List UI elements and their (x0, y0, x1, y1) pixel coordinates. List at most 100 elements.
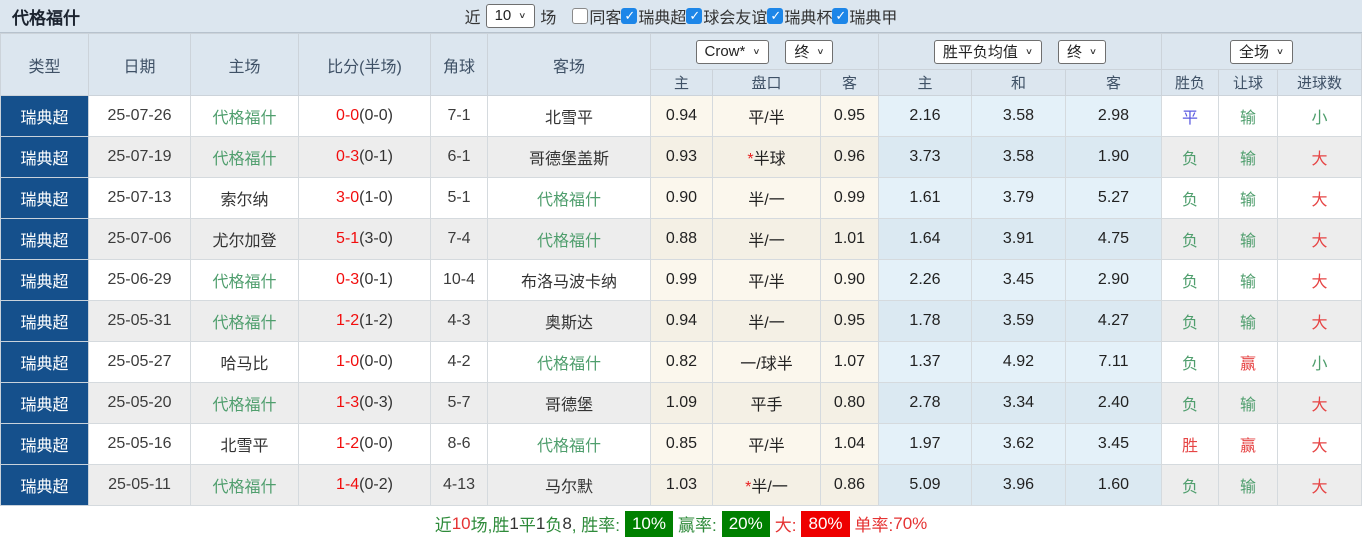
score-cell: 1-0(0-0) (298, 341, 431, 383)
league-type-cell[interactable]: 瑞典超 (0, 341, 89, 383)
asian-handicap-cell: 半/一 (712, 177, 821, 219)
goals-result-cell: 大 (1277, 382, 1362, 424)
handicap-text: 半/一 (748, 315, 785, 332)
home-team-cell[interactable]: 北雪平 (190, 423, 299, 465)
filter-checkbox-瑞典超[interactable]: 瑞典超 (621, 4, 686, 28)
summary-segment: 1 (509, 513, 519, 533)
home-team-cell[interactable]: 代格福什 (190, 259, 299, 301)
away-team-cell[interactable]: 代格福什 (487, 423, 651, 465)
chevron-down-icon: ∨ (518, 11, 527, 21)
filter-checkbox-同客[interactable]: 同客 (572, 4, 621, 28)
col-header-goals: 进球数 (1277, 69, 1362, 96)
home-team-cell[interactable]: 代格福什 (190, 95, 299, 137)
league-type-cell[interactable]: 瑞典超 (0, 423, 89, 465)
checkbox-checked-icon[interactable] (686, 7, 703, 24)
col-header-result: 胜负 (1161, 69, 1219, 96)
euro-draw-odds-cell: 3.58 (971, 136, 1066, 178)
checkbox-label: 瑞典杯 (784, 9, 833, 27)
away-team-cell[interactable]: 奥斯达 (487, 300, 651, 342)
home-team-cell[interactable]: 哈马比 (190, 341, 299, 383)
away-team-cell[interactable]: 哥德堡 (487, 382, 651, 424)
league-type-cell[interactable]: 瑞典超 (0, 464, 89, 506)
euro-away-odds-cell: 4.27 (1065, 300, 1162, 342)
away-team-cell[interactable]: 布洛马波卡纳 (487, 259, 651, 301)
away-team-cell[interactable]: 哥德堡盖斯 (487, 136, 651, 178)
halftime-score: (0-1) (359, 271, 393, 288)
handicap-star-marker: * (745, 479, 752, 496)
checkbox-checked-icon[interactable] (621, 7, 638, 24)
filter-checkbox-瑞典甲[interactable]: 瑞典甲 (832, 4, 897, 28)
euro-home-odds-cell: 2.78 (878, 382, 972, 424)
bookmaker-stage-select[interactable]: 终 ∨ (785, 39, 834, 64)
bookmaker-select[interactable]: Crow* ∨ (695, 39, 770, 64)
col-header-type: 类型 (0, 33, 89, 96)
home-team-cell[interactable]: 索尔纳 (190, 177, 299, 219)
chevron-down-icon: ∨ (1275, 46, 1285, 56)
away-team-cell[interactable]: 马尔默 (487, 464, 651, 506)
scope-select[interactable]: 全场 ∨ (1229, 39, 1294, 64)
handicap-text: 平手 (750, 397, 783, 414)
table-row: 瑞典超 25-07-19 代格福什 0-3(0-1) 6-1 哥德堡盖斯 0.9… (0, 136, 1362, 178)
league-filter-checkboxes: 同客瑞典超球会友谊瑞典杯瑞典甲 (572, 4, 897, 29)
euro-home-odds-cell: 1.61 (878, 177, 972, 219)
euro-source-select[interactable]: 胜平负均值 ∨ (933, 39, 1042, 64)
goals-result-cell: 大 (1277, 423, 1362, 465)
euro-draw-odds-cell: 3.91 (971, 218, 1066, 260)
col-header-euro-home: 主 (878, 69, 972, 96)
table-row: 瑞典超 25-06-29 代格福什 0-3(0-1) 10-4 布洛马波卡纳 0… (0, 259, 1362, 301)
asian-away-odds-cell: 1.07 (820, 341, 879, 383)
league-type-cell[interactable]: 瑞典超 (0, 95, 89, 137)
table-row: 瑞典超 25-05-31 代格福什 1-2(1-2) 4-3 奥斯达 0.94 … (0, 300, 1362, 342)
home-team-cell[interactable]: 代格福什 (190, 300, 299, 342)
handicap-text: 平/半 (748, 438, 785, 455)
corner-cell: 7-4 (430, 218, 488, 260)
result-cell: 负 (1161, 136, 1219, 178)
euro-away-odds-cell: 2.98 (1065, 95, 1162, 137)
date-cell: 25-05-11 (88, 464, 191, 506)
away-team-cell[interactable]: 代格福什 (487, 218, 651, 260)
filter-checkbox-球会友谊[interactable]: 球会友谊 (686, 4, 767, 28)
asian-handicap-cell: 一/球半 (712, 341, 821, 383)
euro-draw-odds-cell: 3.34 (971, 382, 1066, 424)
euro-away-odds-cell: 1.60 (1065, 464, 1162, 506)
fulltime-score: 5-1 (336, 230, 360, 247)
home-team-cell[interactable]: 代格福什 (190, 464, 299, 506)
asian-away-odds-cell: 0.90 (820, 259, 879, 301)
league-type-cell[interactable]: 瑞典超 (0, 259, 89, 301)
col-header-asian-away: 客 (820, 69, 879, 96)
euro-home-odds-cell: 1.78 (878, 300, 972, 342)
euro-draw-odds-cell: 3.58 (971, 95, 1066, 137)
league-type-cell[interactable]: 瑞典超 (0, 218, 89, 260)
checkbox-checked-icon[interactable] (767, 7, 784, 24)
score-cell: 1-3(0-3) (298, 382, 431, 424)
euro-stage-select[interactable]: 终 ∨ (1058, 39, 1107, 64)
euro-away-odds-cell: 2.90 (1065, 259, 1162, 301)
score-cell: 0-3(0-1) (298, 259, 431, 301)
away-team-cell[interactable]: 代格福什 (487, 341, 651, 383)
handicap-star-marker: * (747, 151, 754, 168)
asian-handicap-cell: 半/一 (712, 300, 821, 342)
home-team-cell[interactable]: 尤尔加登 (190, 218, 299, 260)
filter-checkbox-瑞典杯[interactable]: 瑞典杯 (767, 4, 832, 28)
league-type-cell[interactable]: 瑞典超 (0, 382, 89, 424)
summary-segment: 负 (545, 516, 563, 535)
home-team-cell[interactable]: 代格福什 (190, 382, 299, 424)
away-team-cell[interactable]: 北雪平 (487, 95, 651, 137)
league-type-cell[interactable]: 瑞典超 (0, 136, 89, 178)
handicap-result-cell: 赢 (1218, 341, 1278, 383)
checkbox-label: 同客 (589, 9, 622, 27)
handicap-text: 一/球半 (740, 356, 793, 373)
league-type-cell[interactable]: 瑞典超 (0, 300, 89, 342)
checkbox-checked-icon[interactable] (832, 7, 849, 24)
home-team-cell[interactable]: 代格福什 (190, 136, 299, 178)
table-row: 瑞典超 25-05-20 代格福什 1-3(0-3) 5-7 哥德堡 1.09 … (0, 382, 1362, 424)
handicap-text: 平/半 (748, 274, 785, 291)
col-header-asian-home: 主 (650, 69, 713, 96)
table-row: 瑞典超 25-05-16 北雪平 1-2(0-0) 8-6 代格福什 0.85 … (0, 423, 1362, 465)
away-team-cell[interactable]: 代格福什 (487, 177, 651, 219)
score-cell: 0-3(0-1) (298, 136, 431, 178)
checkbox-unchecked-icon[interactable] (572, 7, 589, 24)
asian-home-odds-cell: 0.90 (650, 177, 713, 219)
league-type-cell[interactable]: 瑞典超 (0, 177, 89, 219)
match-count-select[interactable]: 10 ∨ (485, 4, 536, 28)
